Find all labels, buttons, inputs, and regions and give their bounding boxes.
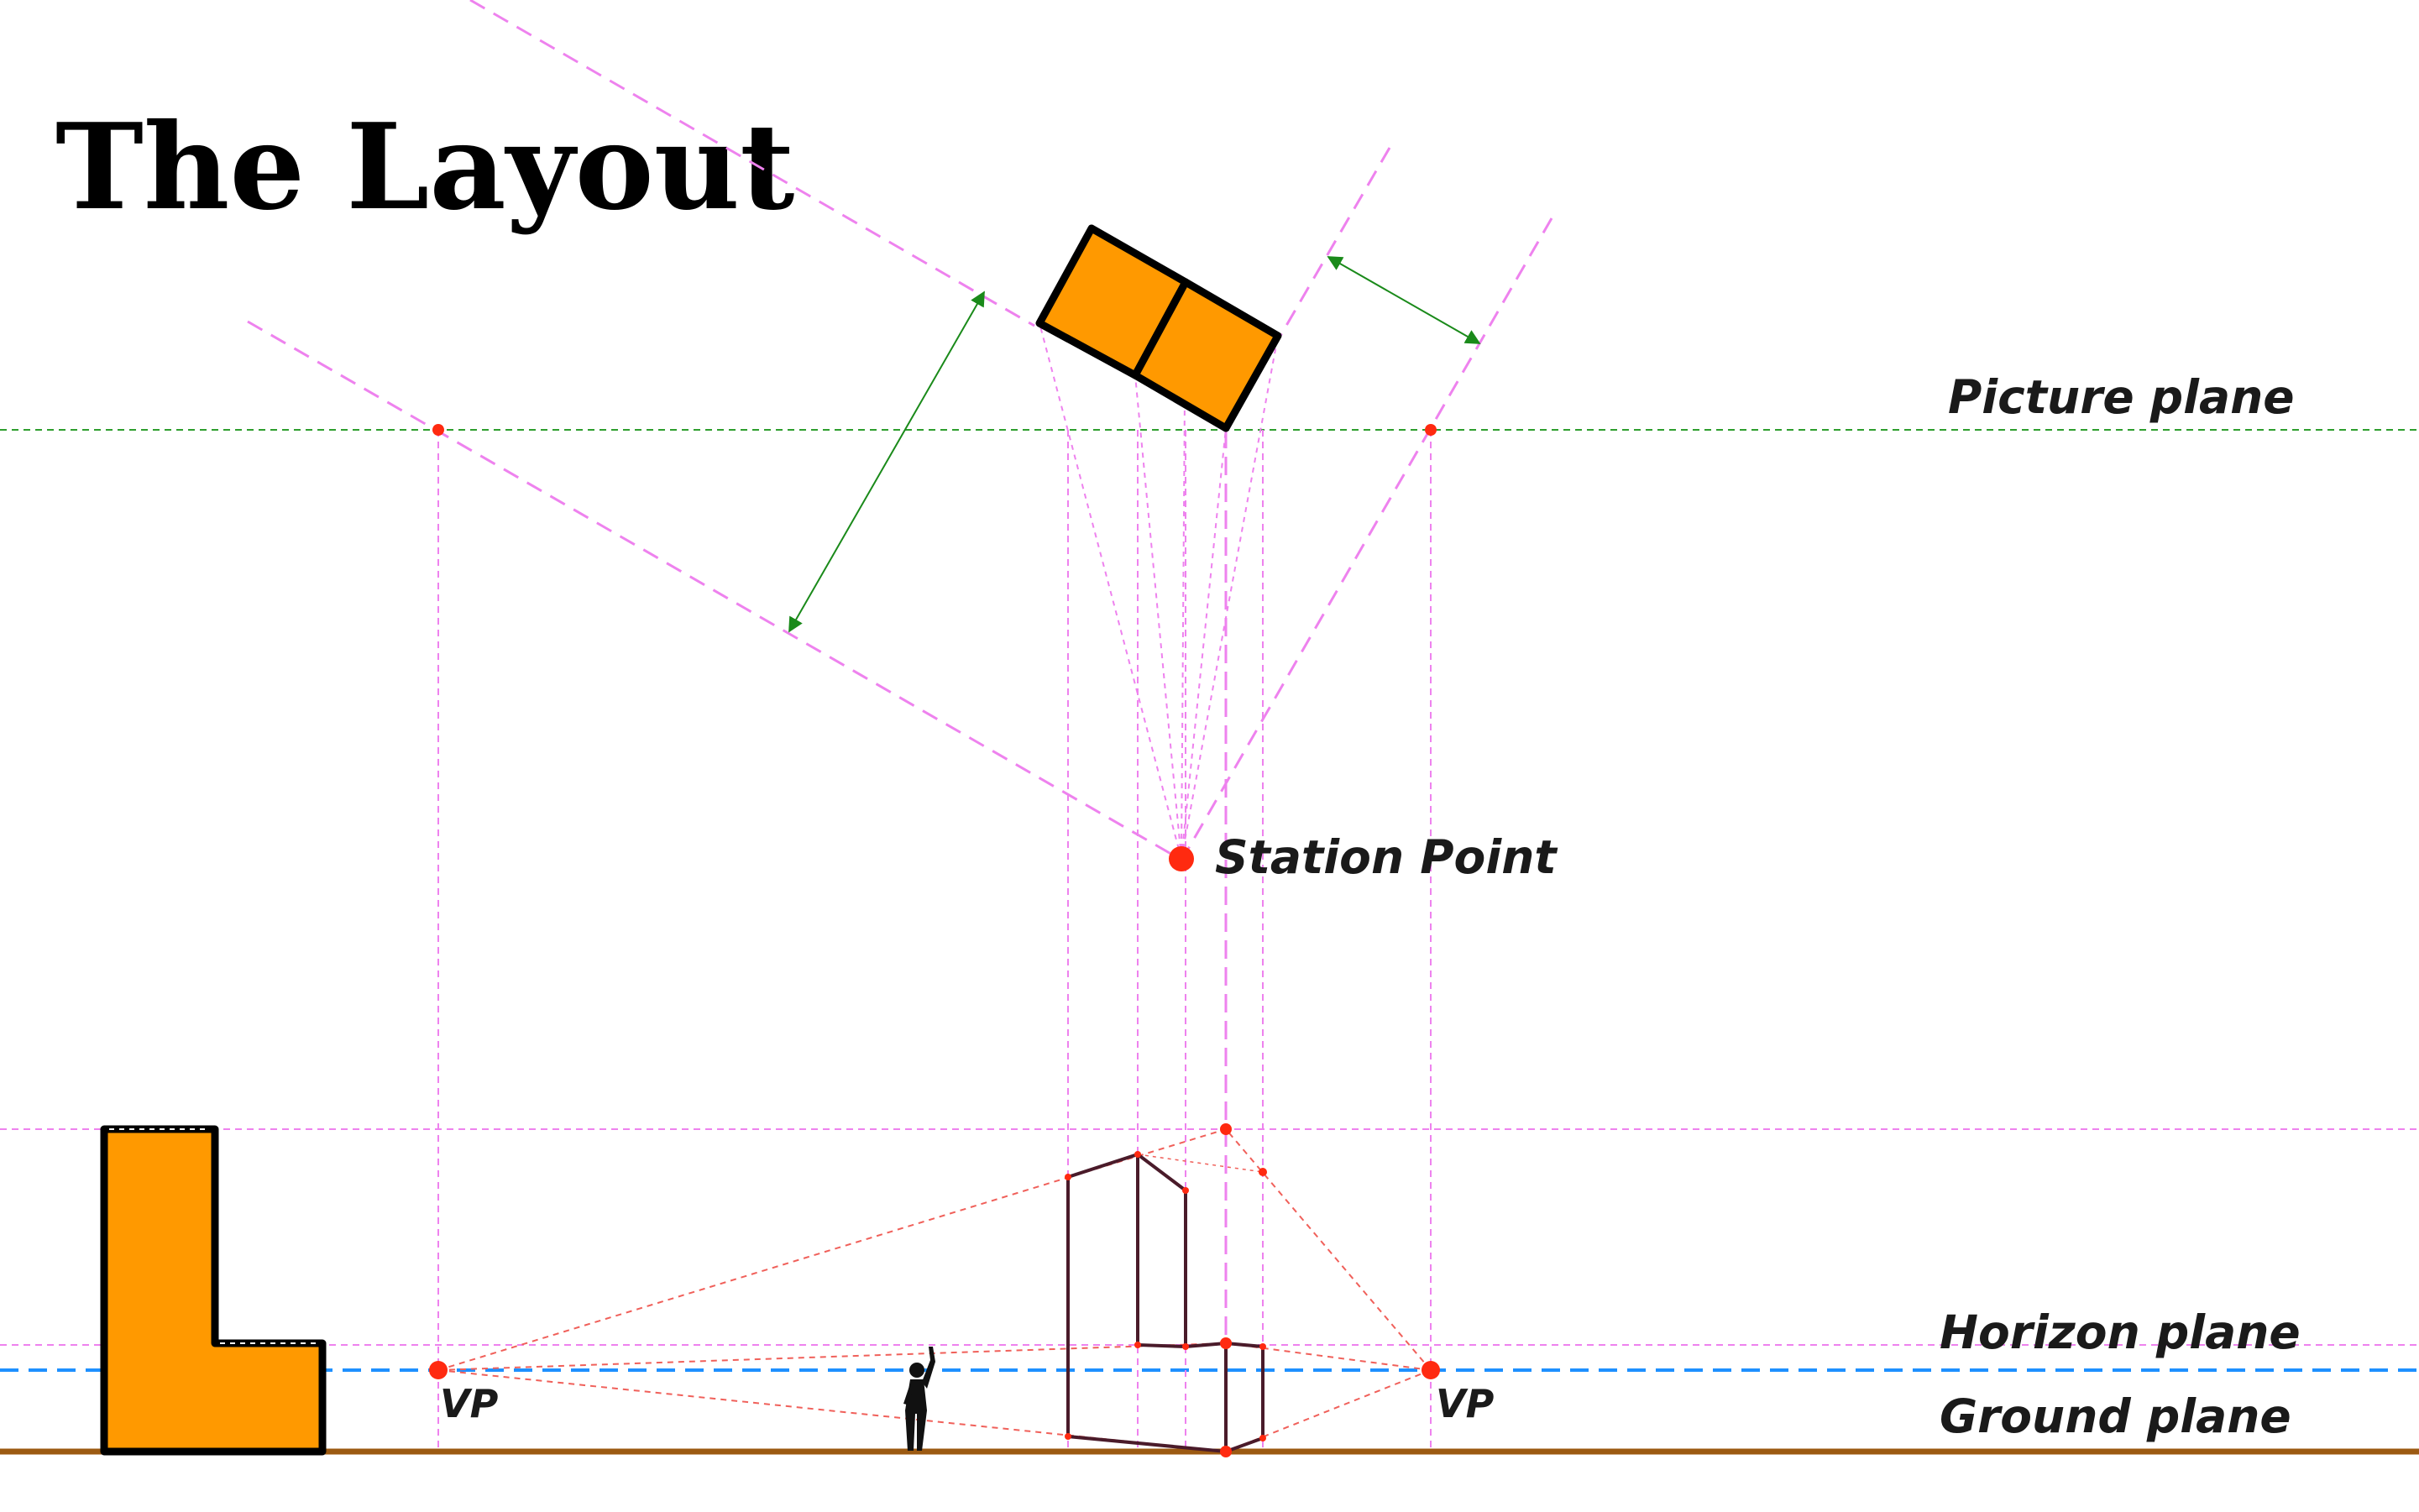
vanishing-point-right-marker [1422,1361,1440,1379]
plan-parallel-line-right-lower [1182,217,1553,857]
page-title: The Layout [55,98,794,237]
vanishing-point-left-marker [429,1361,448,1379]
picture-plane-label: Picture plane [1948,370,2295,424]
plan-parallel-line-left-upper [469,0,1035,327]
plan-parallel-line-left-lower [247,320,1181,861]
perspective-object [1066,1152,1264,1454]
plan-parallel-line-right-upper [1276,147,1391,341]
vanishing-point-right-label: VP [1436,1381,1495,1426]
vanishing-point-left-label: VP [440,1381,499,1426]
station-point-marker [1169,846,1194,871]
ground-plane-label: Ground plane [1940,1389,2291,1443]
elevation-outline-highlight [109,1128,317,1344]
dimension-arrow-left [788,290,985,633]
human-figure-icon [903,1347,935,1451]
construction-points [429,424,1440,1457]
sight-lines [1039,280,1279,860]
perspective-lines [437,1128,1432,1452]
projection-verticals [437,430,1432,1452]
horizon-plane-label: Horizon plane [1940,1305,2301,1359]
plan-view-object [1035,224,1282,432]
station-point-label: Station Point [1215,830,1558,884]
elevation-view-object [100,1125,327,1456]
dimension-arrow-right [1327,256,1481,344]
